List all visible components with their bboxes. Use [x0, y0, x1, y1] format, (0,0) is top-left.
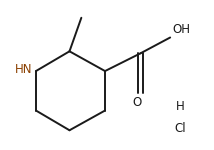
Text: O: O	[133, 96, 142, 109]
Text: HN: HN	[15, 63, 33, 76]
Text: Cl: Cl	[174, 122, 186, 135]
Text: H: H	[176, 100, 184, 113]
Text: OH: OH	[172, 22, 190, 36]
